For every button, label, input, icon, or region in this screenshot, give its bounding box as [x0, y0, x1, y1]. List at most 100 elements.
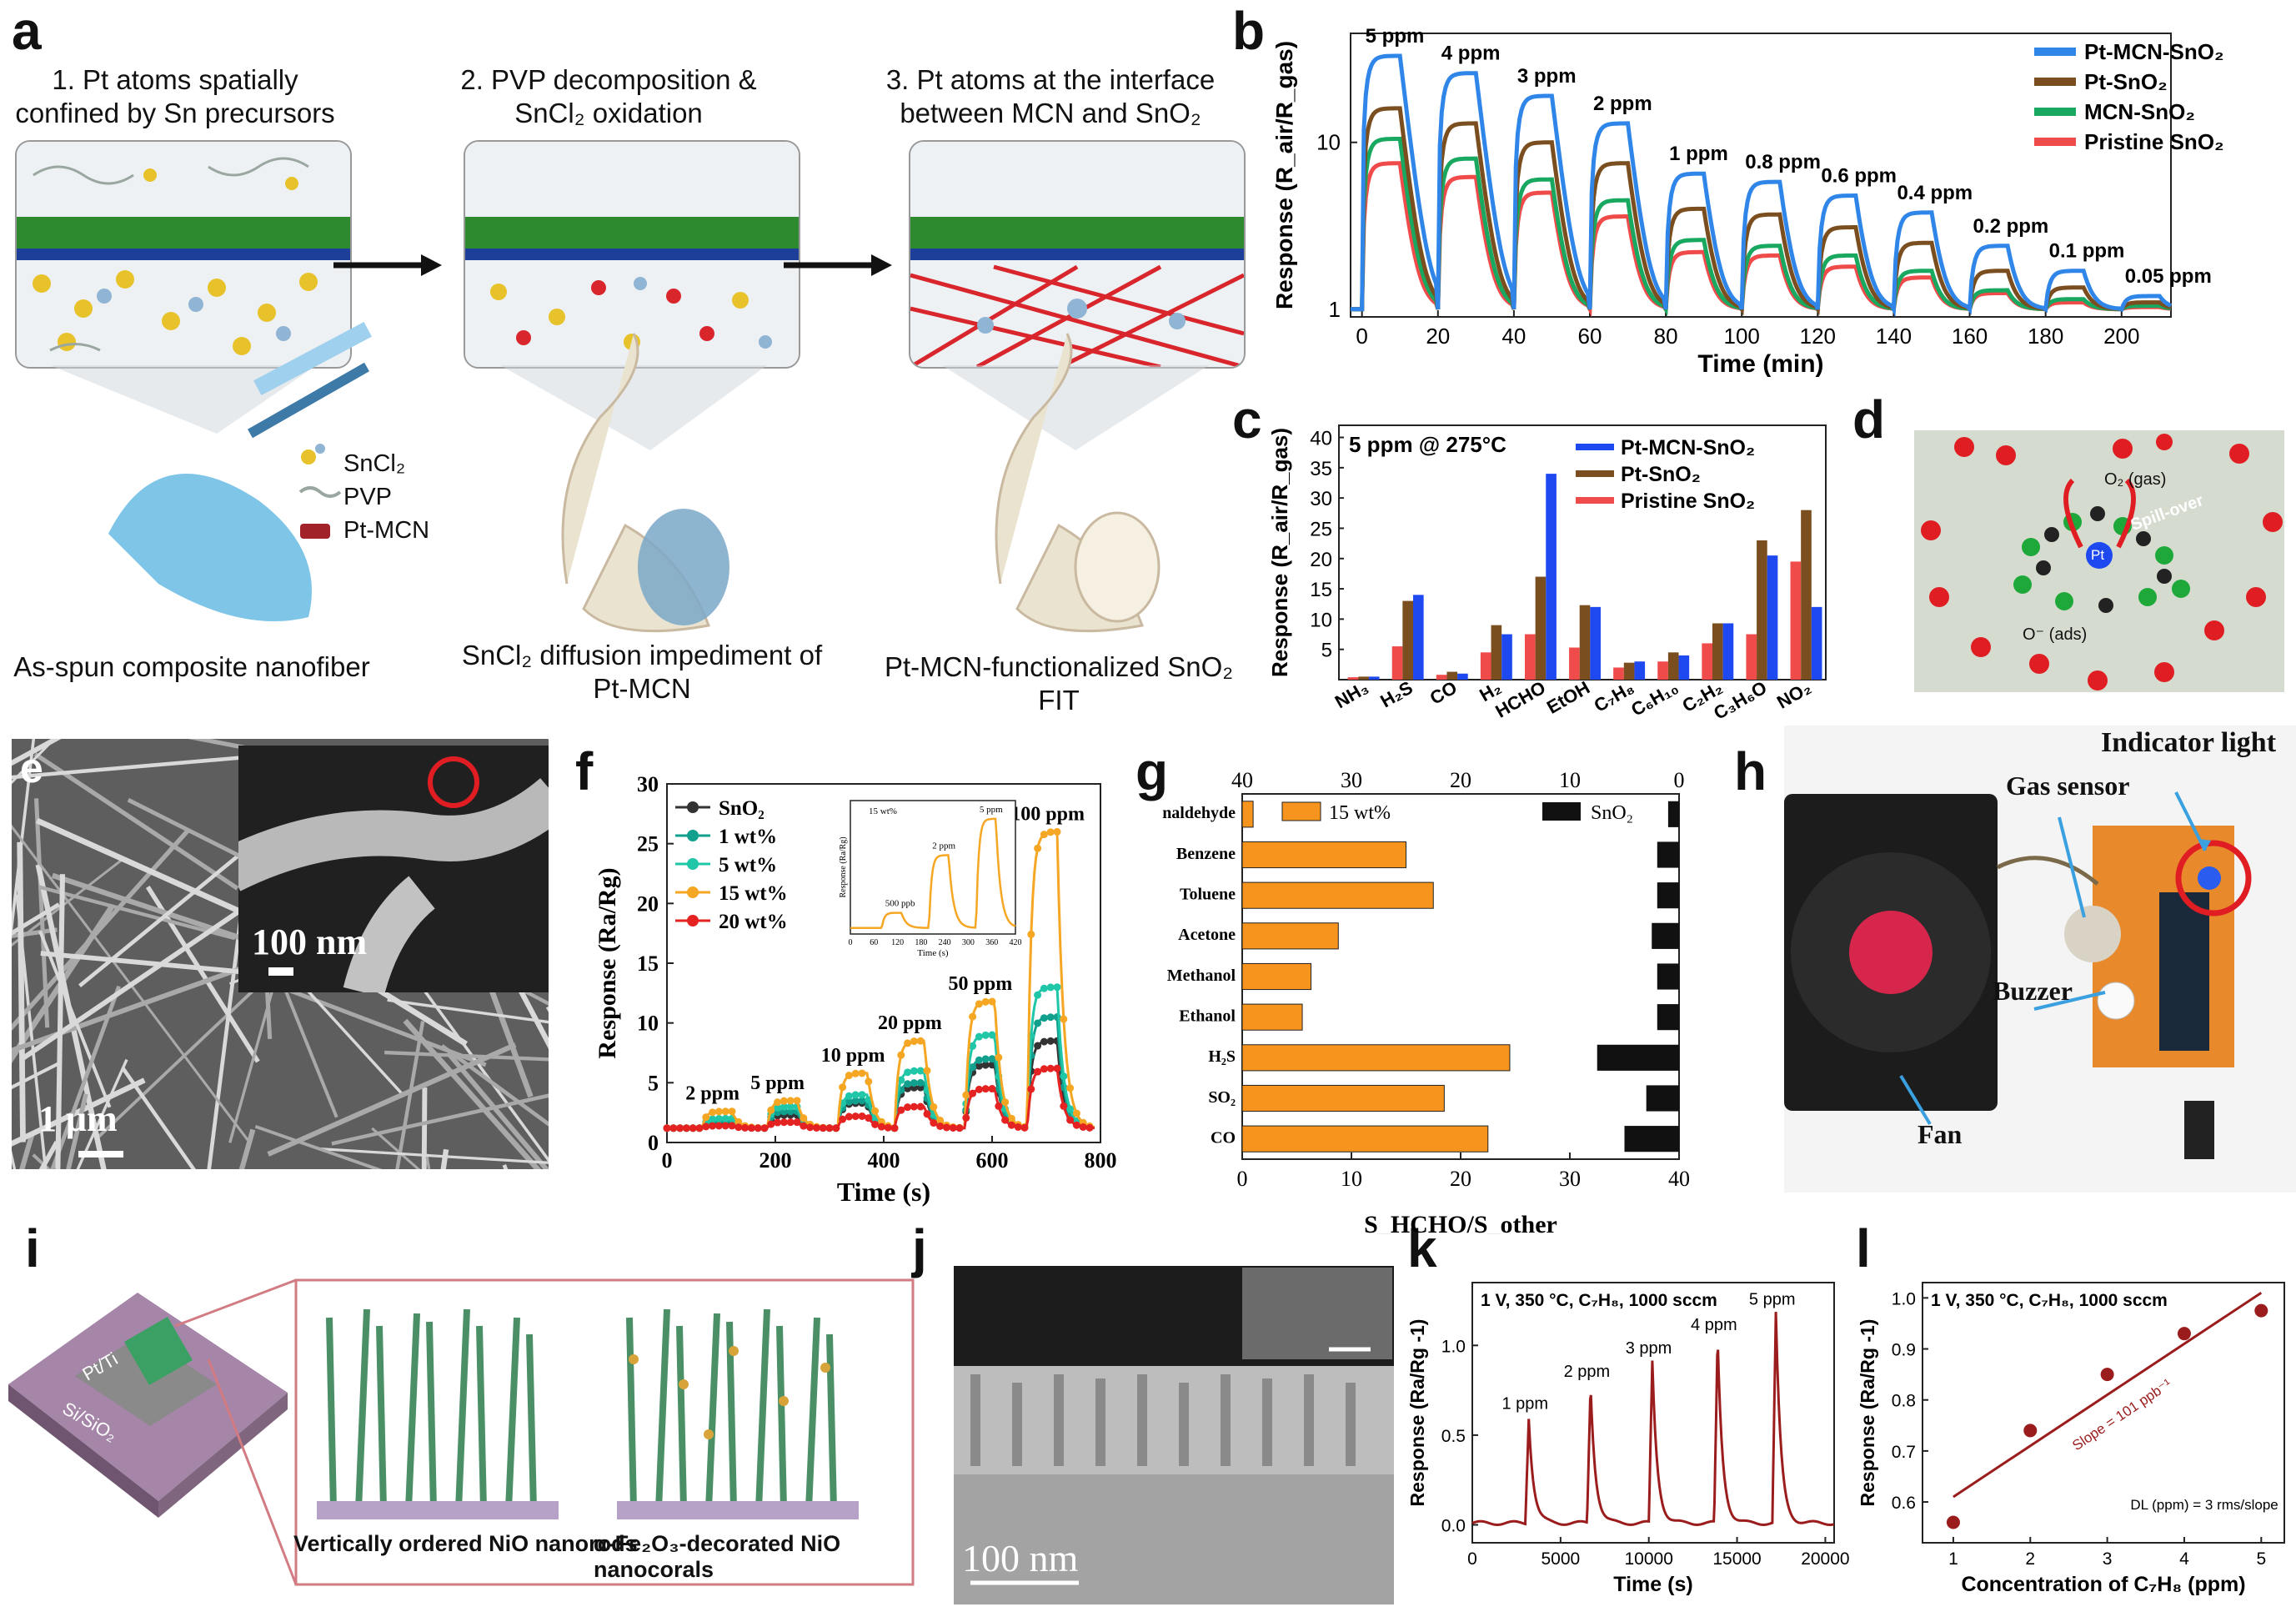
panel-label-i: i: [25, 1218, 40, 1278]
data-point: [975, 1000, 983, 1008]
pulse-label: 2 ppm: [685, 1083, 739, 1105]
step-3-title: 3. Pt atoms at the interface between MCN…: [885, 64, 1216, 128]
x-tick-label: 180: [2028, 324, 2063, 349]
data-point: [702, 1122, 710, 1131]
bar-15wt: [1241, 1084, 1445, 1112]
bar: [1811, 606, 1822, 680]
data-point: [923, 1067, 931, 1075]
chart-g: 0 10 20 30 40 40 30 20 10 0 naldehyde Benzene Toluen…: [1162, 768, 1690, 1234]
panel-a-schematic: 1. Pt atoms spatially confined by Sn pre…: [0, 0, 1246, 734]
inset-y-axis-label: Response (Ra/Rg): [839, 836, 848, 897]
inset-x-tick-label: 60: [870, 938, 878, 947]
panel-d-illustration: O₂ (gas) Spill-over Pt O⁻ (ads): [1914, 430, 2284, 692]
category-label: NO₂: [1773, 677, 1815, 713]
data-point: [721, 1122, 729, 1130]
chart-c: 5 10 15 20 25 30 35 40 Response (R_air/R_gas) NH₃…: [1267, 424, 1827, 724]
nanofiber: [12, 824, 249, 1142]
nanofiber: [387, 998, 549, 1024]
data-point: [2100, 1368, 2114, 1382]
nanofiber: [76, 1058, 128, 1169]
label-o-ads: O⁻ (ads): [2023, 625, 2088, 644]
data-point: [851, 1097, 860, 1105]
data-point: [682, 1124, 690, 1132]
data-point: [930, 1119, 938, 1127]
legend-marker: [687, 915, 699, 927]
x-tick-label: 2: [2025, 1549, 2035, 1569]
legend-marker: [687, 830, 699, 841]
caption-diffusion: SnCl₂ diffusion impediment of Pt-MCN: [461, 640, 823, 704]
pulse-label: 3 ppm: [1626, 1339, 1672, 1358]
data-point: [897, 1051, 905, 1059]
bar: [1524, 634, 1536, 680]
x-tick-label: 40: [1501, 324, 1526, 349]
step-1-illustration: [15, 140, 352, 369]
x-tick-label: 20: [1450, 1167, 1471, 1191]
data-point: [981, 1061, 990, 1069]
label-buzzer: Buzzer: [1993, 976, 2073, 1006]
data-point: [897, 1076, 905, 1084]
bar-15wt: [1241, 881, 1434, 909]
y-tick-label: 5: [1321, 640, 1332, 662]
panel-label-l: l: [1856, 1218, 1871, 1278]
bar: [1613, 667, 1624, 680]
y-tick-label: 0.0: [1441, 1516, 1466, 1535]
legend-marker: [687, 886, 699, 898]
bar-15wt: [1241, 841, 1406, 869]
nanofiber: [384, 1050, 549, 1062]
y-tick-label: 35: [1310, 458, 1332, 480]
data-point: [923, 1110, 931, 1118]
data-point: [767, 1120, 775, 1128]
label-fan: Fan: [1918, 1119, 1963, 1149]
data-point: [1034, 1042, 1042, 1050]
nanofiber: [267, 1042, 517, 1157]
data-point: [1060, 1072, 1068, 1081]
data-point: [858, 1069, 866, 1077]
x-tick-label: 80: [1654, 324, 1678, 349]
pulse-label: 0.2 ppm: [1973, 215, 2049, 238]
nanofiber: [66, 1093, 88, 1169]
fit-line: [1953, 1291, 2263, 1499]
category-label: H₂S: [1376, 677, 1416, 712]
panel-label-c: c: [1232, 389, 1262, 449]
data-point: [975, 1056, 983, 1064]
caption-fe2o3-nanocorals: α-Fe₂O₃-decorated NiO nanocorals: [594, 1531, 841, 1582]
pulse-label: 100 ppm: [1010, 803, 1085, 825]
x-tick-label: 200: [759, 1148, 792, 1173]
bar-15wt: [1241, 801, 1254, 828]
data-point: [1085, 1123, 1094, 1132]
data-point: [981, 1055, 990, 1063]
legend-label-15wt: 15 wt%: [1329, 802, 1391, 824]
bar: [1712, 623, 1723, 680]
inset-x-tick-label: 240: [939, 938, 951, 947]
data-point: [734, 1123, 743, 1132]
pulse-label: 0.05 ppm: [2125, 265, 2212, 288]
legend-label: 1 wt%: [719, 826, 777, 848]
chart-title: 5 ppm @ 275°C: [1349, 432, 1506, 457]
data-point: [800, 1114, 808, 1122]
pulse-label: 0.1 ppm: [2049, 240, 2125, 263]
category-label: CO: [1426, 677, 1461, 709]
y-tick-label: 20: [637, 891, 659, 916]
nanofiber: [440, 1044, 549, 1127]
pulse-label: 1 ppm: [1502, 1395, 1549, 1414]
nanofiber: [12, 739, 57, 785]
data-point: [1034, 991, 1042, 999]
data-point: [904, 1080, 912, 1088]
panel-label-f: f: [575, 741, 594, 801]
data-point: [774, 1103, 782, 1112]
legend-marker: [687, 858, 699, 870]
label-scale-j: 100 nm: [962, 1537, 1079, 1579]
pulse-label: 5 ppm: [1749, 1291, 1796, 1309]
data-point: [714, 1107, 723, 1116]
data-point: [786, 1102, 795, 1111]
nanofiber: [15, 894, 48, 1169]
category-label: Acetone: [1178, 926, 1236, 944]
bar-sno2: [1667, 801, 1679, 827]
bar: [1446, 671, 1458, 680]
bar: [1757, 540, 1767, 680]
data-point: [975, 1062, 983, 1070]
data-point: [930, 1102, 938, 1111]
data-point: [916, 1037, 925, 1045]
main-scale-bar: [78, 1151, 123, 1158]
y-tick-label: 40: [1310, 428, 1332, 450]
